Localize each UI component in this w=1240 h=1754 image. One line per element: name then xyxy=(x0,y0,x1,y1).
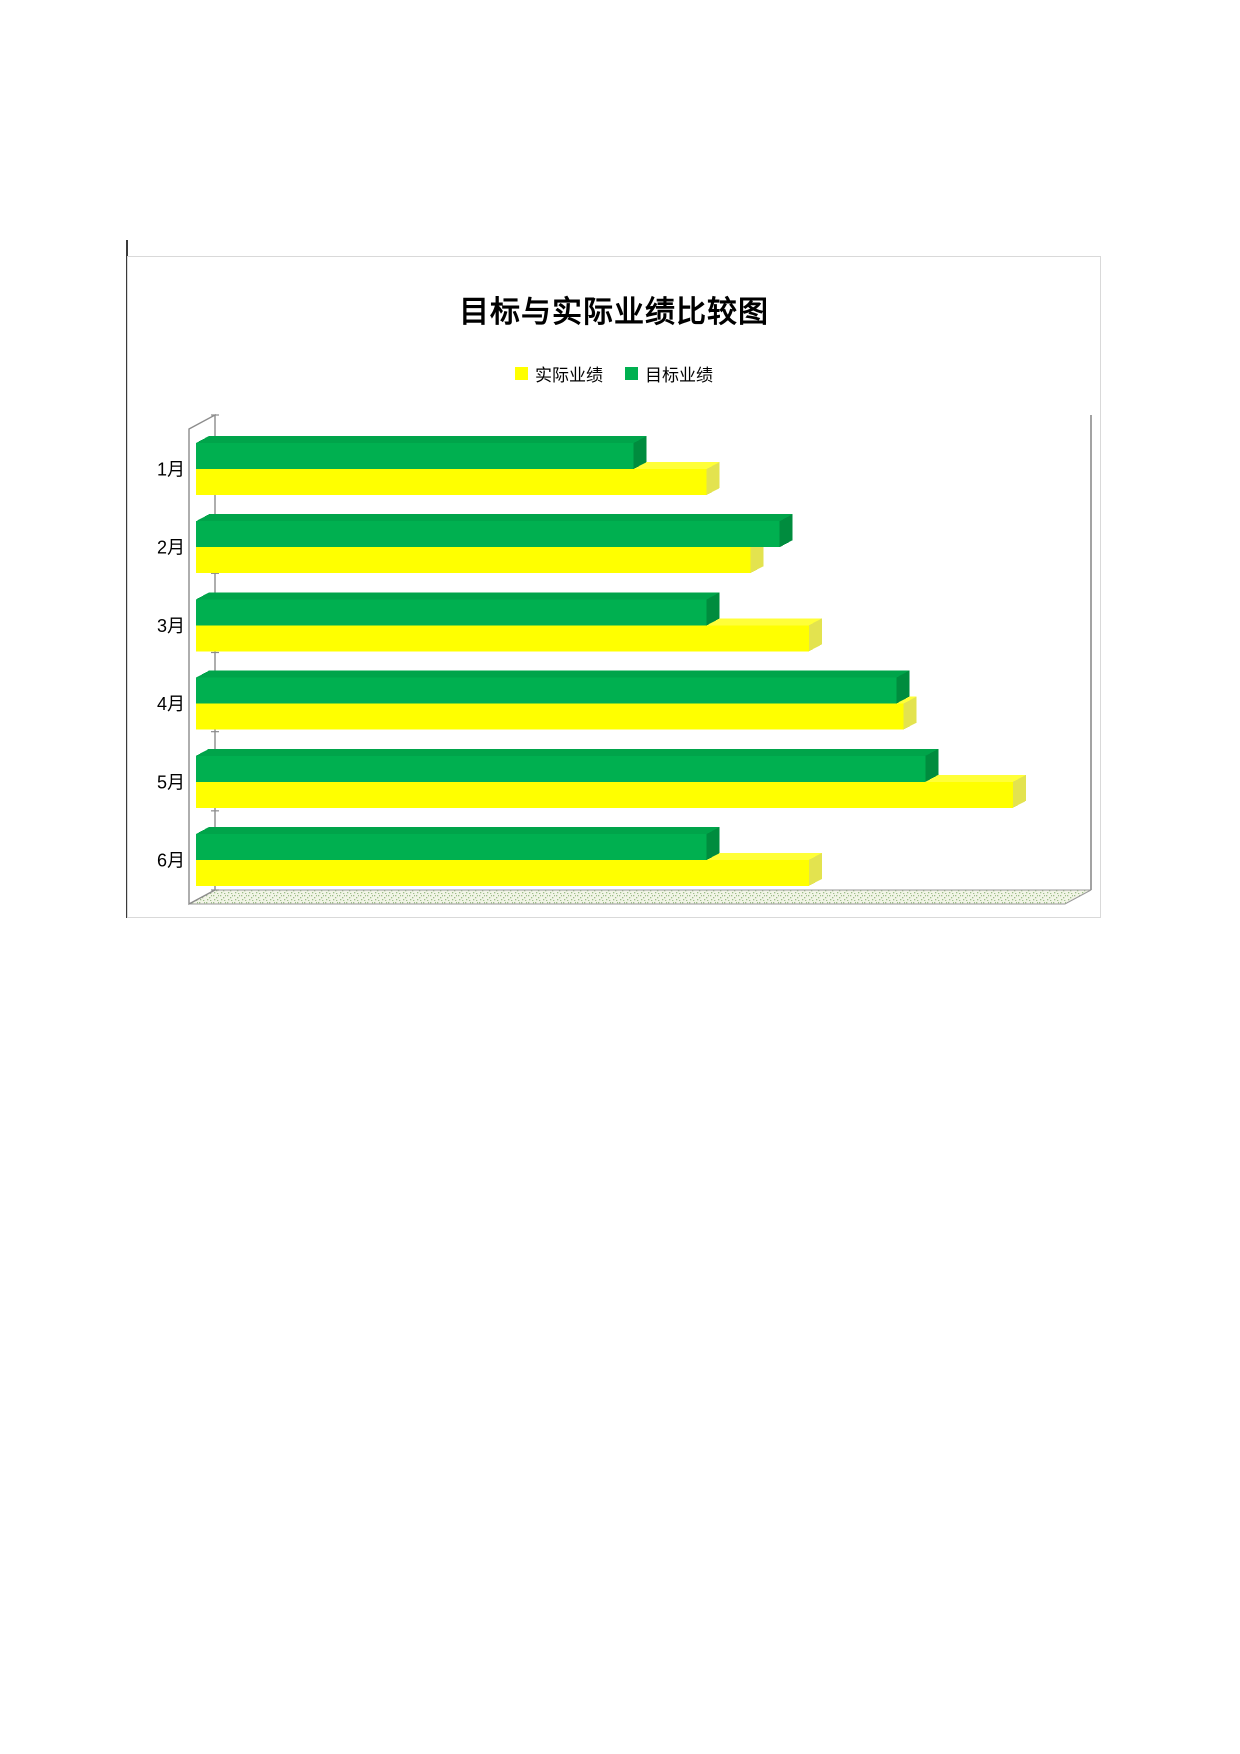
category-label-5: 5月 xyxy=(157,772,185,792)
bar-target-2-top-face[interactable] xyxy=(196,514,793,522)
legend-swatch-1 xyxy=(625,367,638,380)
bar-actual-2-front-face[interactable] xyxy=(196,547,751,574)
bar-target-5-top-face[interactable] xyxy=(196,748,939,756)
legend-item-0[interactable]: 实际业绩 xyxy=(515,361,603,386)
bar-target-4-front-face[interactable] xyxy=(196,677,897,704)
bar-actual-4-side-face[interactable] xyxy=(903,696,917,730)
bar-target-3-top-face[interactable] xyxy=(196,592,720,600)
bar-target-6-top-face[interactable] xyxy=(196,827,720,834)
chart-container[interactable]: 目标与实际业绩比较图 实际业绩 目标业绩 1月 2月 3月 4月 5月 6月 xyxy=(127,256,1101,918)
category-label-4: 4月 xyxy=(157,694,185,714)
legend-item-1[interactable]: 目标业绩 xyxy=(625,361,713,386)
bar-actual-2-side-face[interactable] xyxy=(750,540,764,574)
bar-target-6-side-face[interactable] xyxy=(706,827,720,860)
bar-actual-4-front-face[interactable] xyxy=(196,703,904,730)
bar-target-1-top-face[interactable] xyxy=(196,436,647,443)
bar-target-1-front-face[interactable] xyxy=(196,443,634,469)
category-label-2: 2月 xyxy=(157,538,185,558)
chart-legend: 实际业绩 目标业绩 xyxy=(128,361,1100,386)
category-label-6: 6月 xyxy=(157,851,185,871)
bar-target-4-side-face[interactable] xyxy=(896,670,910,704)
bar-actual-6-front-face[interactable] xyxy=(196,860,809,886)
bar-actual-1-front-face[interactable] xyxy=(196,469,707,495)
plot-floor xyxy=(188,889,1092,905)
bar-target-6-front-face[interactable] xyxy=(196,834,707,860)
legend-swatch-0 xyxy=(515,367,528,380)
bar-target-4-top-face[interactable] xyxy=(196,670,910,678)
legend-label-0: 实际业绩 xyxy=(535,366,603,385)
bar-target-3-side-face[interactable] xyxy=(706,592,720,626)
category-label-3: 3月 xyxy=(157,616,185,636)
bar-target-2-front-face[interactable] xyxy=(196,521,780,548)
bar-actual-6-side-face[interactable] xyxy=(808,853,822,886)
bar-target-5-front-face[interactable] xyxy=(196,755,926,782)
bar-actual-1-side-face[interactable] xyxy=(706,462,720,495)
bar-target-3-front-face[interactable] xyxy=(196,599,707,626)
bar-target-2-side-face[interactable] xyxy=(779,514,793,548)
bar-target-5-side-face[interactable] xyxy=(925,748,939,782)
chart-title: 目标与实际业绩比较图 xyxy=(459,296,769,329)
bar-actual-5-front-face[interactable] xyxy=(196,781,1014,808)
legend-label-1: 目标业绩 xyxy=(645,366,713,385)
bar-actual-5-side-face[interactable] xyxy=(1013,774,1027,808)
plot-area: 1月 2月 3月 4月 5月 6月 xyxy=(157,413,1092,906)
bar-actual-3-front-face[interactable] xyxy=(196,625,809,652)
bar-target-1-side-face[interactable] xyxy=(633,436,647,469)
category-label-1: 1月 xyxy=(157,460,185,480)
bar-actual-3-side-face[interactable] xyxy=(808,618,822,652)
